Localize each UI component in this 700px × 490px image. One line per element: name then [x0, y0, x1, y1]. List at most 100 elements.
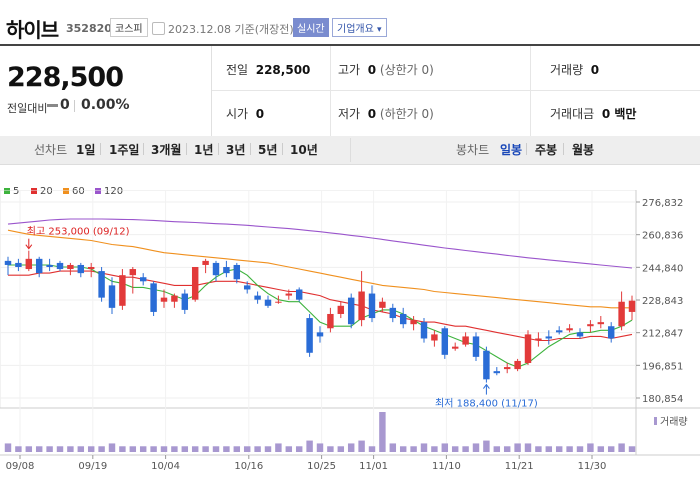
y-tick-label: 212,847 — [642, 329, 683, 340]
candle-body — [87, 267, 95, 270]
divider — [526, 143, 527, 155]
current-price: 228,500 — [7, 62, 124, 93]
volume-bar — [212, 446, 220, 452]
high-label: 고가 — [338, 63, 361, 77]
x-tick-label: 11/10 — [432, 461, 461, 472]
volume-bar — [420, 443, 428, 452]
volume-bar — [576, 446, 584, 452]
tab-3m[interactable]: 3개월 — [151, 143, 182, 157]
candle-body — [264, 299, 272, 306]
volume-bar — [410, 446, 417, 452]
candle-body — [493, 371, 501, 374]
candle-body — [566, 328, 573, 331]
legend-label: 120 — [104, 186, 124, 197]
tab-daily[interactable]: 일봉 — [500, 143, 523, 157]
candle-body — [67, 264, 74, 270]
candle-body — [35, 258, 43, 274]
tab-weekly[interactable]: 주봉 — [535, 143, 558, 157]
high-value: 0 — [367, 63, 377, 77]
volume-bar — [160, 446, 168, 452]
y-tick-label: 244,840 — [642, 263, 683, 274]
candle-body — [379, 301, 386, 308]
candle-body — [618, 301, 625, 327]
candle-body — [243, 285, 251, 290]
tab-1d[interactable]: 1일 — [76, 143, 96, 157]
open-label: 시가 — [226, 107, 249, 121]
legend-label: 5 — [13, 186, 20, 197]
candle-body — [139, 277, 147, 282]
tab-3y[interactable]: 3년 — [226, 143, 246, 157]
candle-body — [503, 367, 511, 370]
candle-body — [275, 301, 282, 303]
x-tick-label: 10/16 — [234, 461, 263, 472]
candlestick-chart[interactable]: 276,832 260,836 244,840 228,843 212,847 196,8… — [0, 190, 700, 490]
arrow-down-icon — [25, 244, 33, 250]
candle-body — [472, 336, 480, 357]
candle-body — [254, 295, 261, 300]
divider — [100, 143, 101, 155]
volume-bar — [337, 446, 345, 452]
volume-bar — [171, 446, 178, 452]
divider — [218, 143, 219, 155]
tab-1w[interactable]: 1주일 — [109, 143, 140, 157]
amount-label: 거래대금 — [550, 107, 595, 121]
stock-code: 352820 — [66, 22, 112, 35]
candle-body — [56, 262, 64, 270]
candle-body — [119, 275, 126, 306]
divider — [143, 143, 144, 155]
candle-body — [462, 336, 469, 345]
volume-bar — [306, 440, 313, 452]
legend-ma60: 60 — [63, 186, 85, 197]
candle-body — [441, 328, 449, 355]
volume-bar — [108, 443, 116, 452]
volume-bar — [441, 443, 449, 452]
tab-monthly[interactable]: 월봉 — [572, 143, 595, 157]
legend-swatch — [31, 188, 37, 194]
candle-body — [171, 295, 178, 302]
tab-10y[interactable]: 10년 — [290, 143, 318, 157]
tab-5y[interactable]: 5년 — [258, 143, 278, 157]
base-date: 2023.12.08 기준(개장전) — [168, 23, 294, 36]
volume-bar — [503, 446, 511, 452]
volume-bar — [285, 446, 293, 452]
candle-body — [607, 326, 615, 339]
legend-ma5: 5 — [4, 186, 19, 197]
candle-body — [389, 307, 397, 319]
candle-body — [555, 330, 563, 333]
candle-body — [483, 350, 490, 380]
change-label: 전일대비 — [7, 102, 48, 115]
volume-bar — [181, 446, 189, 452]
volume-bar — [264, 446, 272, 452]
volume-bar — [87, 446, 95, 452]
company-overview-button[interactable]: 기업개요 ▾ — [332, 18, 387, 37]
candle-body — [327, 313, 334, 329]
trade-amount: 거래대금 0 백만 — [550, 105, 636, 122]
ma60-line — [7, 229, 632, 309]
tab-1y[interactable]: 1년 — [194, 143, 214, 157]
volume-bar — [119, 446, 126, 452]
max-price-annotation: 최고 253,000 (09/12) — [27, 226, 130, 238]
realtime-button[interactable]: 실시간 — [293, 18, 329, 37]
volume-bar — [67, 446, 74, 452]
change-percent: 0.00% — [81, 97, 130, 113]
y-tick-label: 228,843 — [642, 296, 683, 307]
arrow-up-icon — [483, 383, 490, 389]
volume-bar — [327, 446, 334, 452]
y-tick-label: 196,851 — [642, 361, 683, 372]
x-tick-label: 11/01 — [359, 461, 388, 472]
open-value: 0 — [255, 107, 265, 121]
volume-bar — [347, 443, 355, 452]
volume-bar — [368, 446, 376, 452]
x-tick-label: 10/25 — [307, 461, 336, 472]
divider — [186, 143, 187, 155]
volume-bar — [379, 412, 386, 452]
candle-body — [285, 293, 293, 296]
candle-body — [295, 289, 303, 300]
change-value: 0 — [60, 97, 70, 113]
candle-body — [451, 346, 459, 349]
candle-body — [46, 264, 53, 268]
volume-bar — [545, 446, 553, 452]
x-tick-label: 09/19 — [78, 461, 107, 472]
volume-bar — [431, 446, 438, 452]
market-badge: 코스피 — [110, 18, 148, 37]
